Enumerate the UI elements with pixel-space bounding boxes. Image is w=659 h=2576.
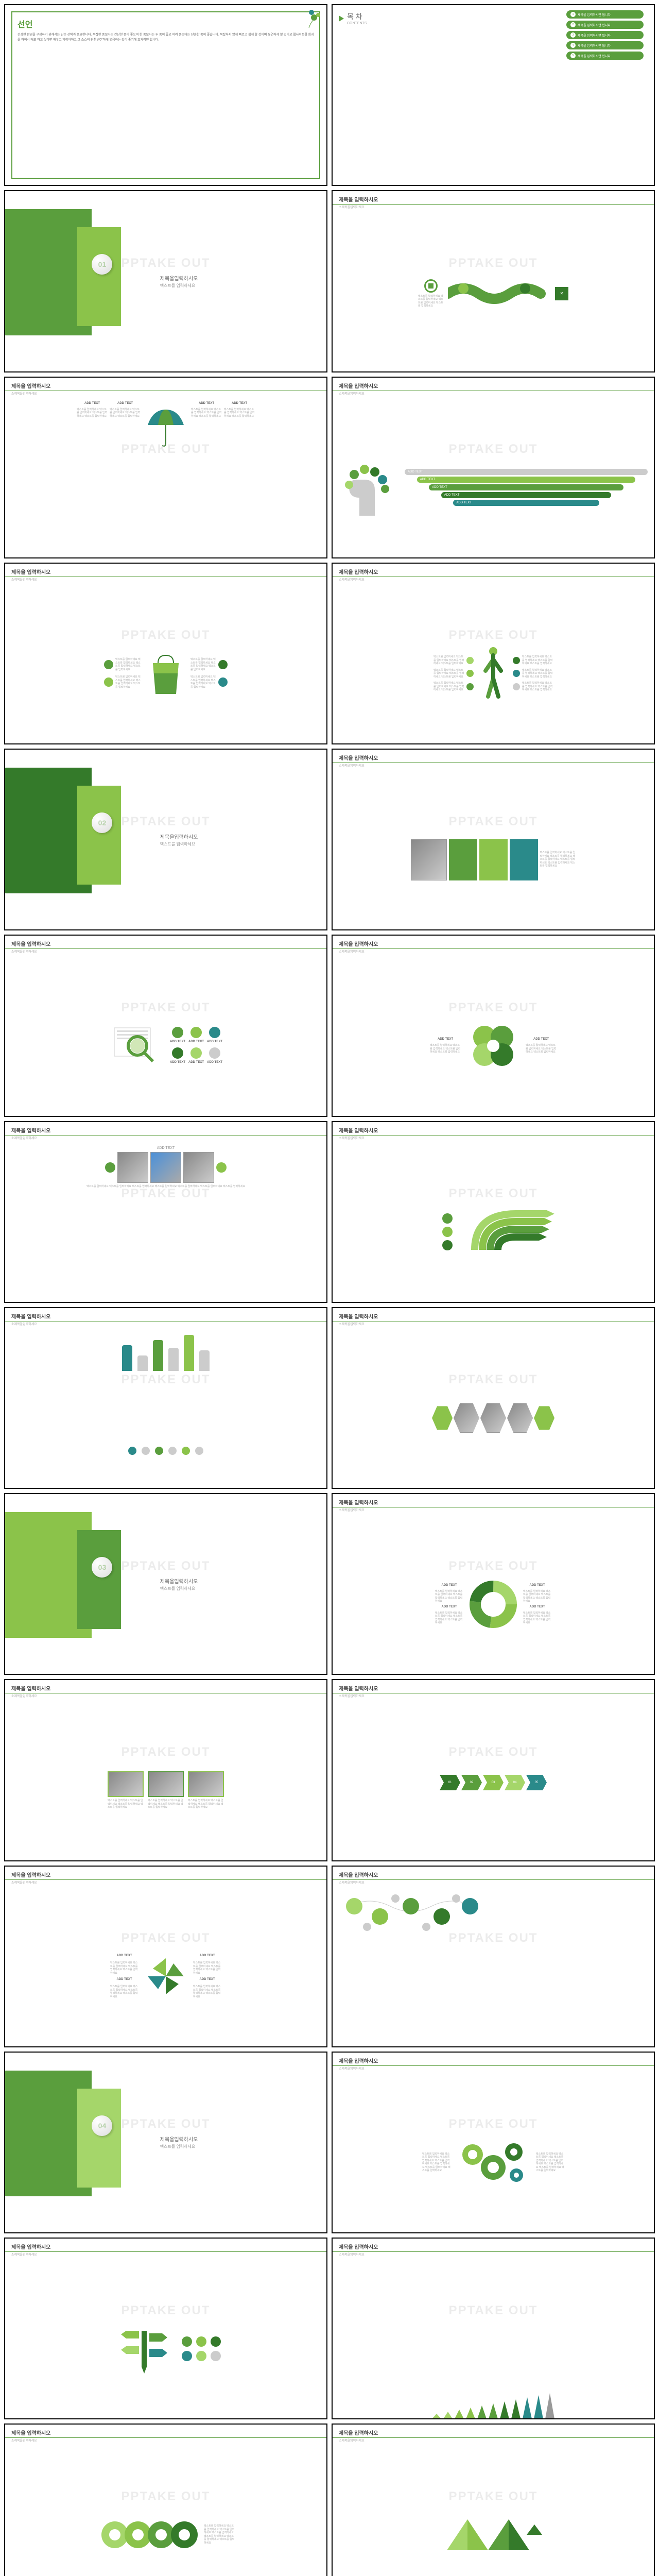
slide-bag: 제목을 입력하시오소제목을입력하세요 텍스트를 입력하세요 텍스트를 입력하세요… bbox=[4, 563, 327, 744]
slide-3photos: 제목을 입력하시오소제목을입력하세요 텍스트를 입력하세요 텍스트를 입력하세요… bbox=[4, 1679, 327, 1861]
slide-human: 제목을 입력하시오소제목을입력하세요 텍스트를 입력하세요 텍스트를 입력하세요… bbox=[332, 563, 655, 744]
slide-pen: 제목을 입력하시오소제목을입력하세요 PPTAKE OUT bbox=[4, 2238, 327, 2419]
slide-cones: 제목을 입력하시오소제목을입력하세요 PPTAKE OUT bbox=[332, 2238, 655, 2419]
photo-placeholder bbox=[108, 1771, 144, 1797]
umbrella-icon bbox=[143, 402, 189, 448]
slide-clover: 제목을 입력하시오소제목을입력하세요 ADD TEXT텍스트를 입력하세요 텍스… bbox=[332, 935, 655, 1116]
triangle-flow bbox=[442, 2514, 545, 2555]
slide-bubble-flow: 제목을 입력하시오소제목을입력하세요 PPTAKE OUT bbox=[332, 1866, 655, 2047]
flow-path bbox=[448, 278, 551, 309]
cone-chart bbox=[339, 2263, 648, 2419]
circle-icon bbox=[424, 279, 438, 293]
slide-triangles: 제목을 입력하시오소제목을입력하세요 PPTAKE OUT bbox=[332, 2424, 655, 2576]
slide-head-tree: 제목을 입력하시오소제목을입력하세요 ADD TEXT ADD TEXT ADD… bbox=[332, 377, 655, 558]
clover-icon bbox=[465, 1018, 522, 1074]
bag-icon bbox=[145, 650, 186, 697]
contents-list: 1제목을 입력하시면 됩니다 2제목을 입력하시면 됩니다 3제목을 입력하시면… bbox=[566, 10, 644, 60]
slide-blobs: 제목을 입력하시오소제목을입력하세요 텍스트를 입력하세요 텍스트를 입력하세요… bbox=[4, 2424, 327, 2576]
slide-section-04: 04 제목을입력하시오텍스트를 입력하세요 PPTAKE OUT bbox=[4, 2052, 327, 2233]
photo-placeholder bbox=[150, 1152, 181, 1183]
slide-curve-arrows: 제목을 입력하시오소제목을입력하세요 PPTAKE OUT bbox=[332, 1121, 655, 1303]
slide-photos: 제목을 입력하시오소제목을입력하세요 ADD TEXT 텍스트를 입력하세요 텍… bbox=[4, 1121, 327, 1303]
slide-gears: 제목을 입력하시오소제목을입력하세요 텍스트를 입력하세요 텍스트를 입력하세요… bbox=[332, 2052, 655, 2233]
donut-chart bbox=[467, 1579, 519, 1630]
intro-text: 건강한 환경을 구성하기 위해서는 단순 선택과 중요한니다. 복잡한 종보다는… bbox=[18, 33, 314, 43]
slide-chevrons: 제목을 입력하시오소제목을입력하세요 0102030405 텍스트를 입력하세요… bbox=[332, 1679, 655, 1861]
photo-placeholder bbox=[411, 839, 447, 880]
slide-contents: 목 차 CONTENTS 1제목을 입력하시면 됩니다 2제목을 입력하시면 됩… bbox=[332, 4, 655, 186]
slide-intro: 선언 건강한 환경을 구성하기 위해서는 단순 선택과 중요한니다. 복잡한 종… bbox=[4, 4, 327, 186]
pinwheel-icon bbox=[143, 1953, 189, 1999]
head-tree-icon bbox=[339, 459, 401, 516]
slide-10: 제목을 입력하시오소제목을입력하세요 텍스트를 입력하세요 텍스트를 입력하세요… bbox=[332, 749, 655, 930]
slide-section-02: 02 제목을입력하시오텍스트를 입력하세요 PPTAKE OUT bbox=[4, 749, 327, 930]
slide-pinwheel: 제목을 입력하시오소제목을입력하세요 ADD TEXT텍스트를 입력하세요 텍스… bbox=[4, 1866, 327, 2047]
slide-4: 제목을 입력하시오소제목을입력하세요 텍스트를 입력하세요 텍스트를 입력하세요… bbox=[332, 190, 655, 372]
human-icon bbox=[478, 645, 509, 702]
magnifier-icon bbox=[109, 1023, 166, 1069]
pen-arrows bbox=[111, 2323, 178, 2375]
arrow-icon bbox=[339, 15, 344, 22]
slide-donut: 제목을 입력하시오소제목을입력하세요 ADD TEXT텍스트를 입력하세요 텍스… bbox=[332, 1493, 655, 1675]
slide-section-01: 01 제목을입력하시오텍스트를 입력하세요 PPTAKE OUT bbox=[4, 190, 327, 372]
slide-hex-photos: 제목을 입력하시오소제목을입력하세요 PPTAKE OUT bbox=[332, 1307, 655, 1489]
photo-placeholder bbox=[117, 1152, 148, 1183]
contents-sub: CONTENTS bbox=[347, 22, 367, 25]
slide-magnifier: 제목을 입력하시오소제목을입력하세요 ADD TEXT ADD TEXT ADD… bbox=[4, 935, 327, 1116]
photo-placeholder bbox=[188, 1771, 224, 1797]
bar-chart bbox=[11, 1332, 320, 1371]
intro-title: 선언 bbox=[18, 18, 314, 30]
slide-bars: 제목을 입력하시오소제목을입력하세요 PPTAKE OUT bbox=[4, 1307, 327, 1489]
curve-arrows bbox=[470, 1206, 557, 1258]
contents-title: 목 차 bbox=[347, 11, 367, 22]
slide-umbrella: 제목을 입력하시오소제목을입력하세요 ADD TEXT텍스트를 입력하세요 텍스… bbox=[4, 377, 327, 558]
bubble-flow bbox=[339, 1891, 483, 1937]
photo-placeholder bbox=[183, 1152, 214, 1183]
end-icon: ✕ bbox=[555, 287, 568, 300]
chevron-flow: 0102030405 bbox=[339, 1704, 648, 1860]
slide-section-03: 03 제목을입력하시오텍스트를 입력하세요 PPTAKE OUT bbox=[4, 1493, 327, 1675]
gears-icon bbox=[455, 2137, 532, 2188]
photo-placeholder bbox=[148, 1771, 184, 1797]
blob-cluster bbox=[97, 2512, 200, 2558]
